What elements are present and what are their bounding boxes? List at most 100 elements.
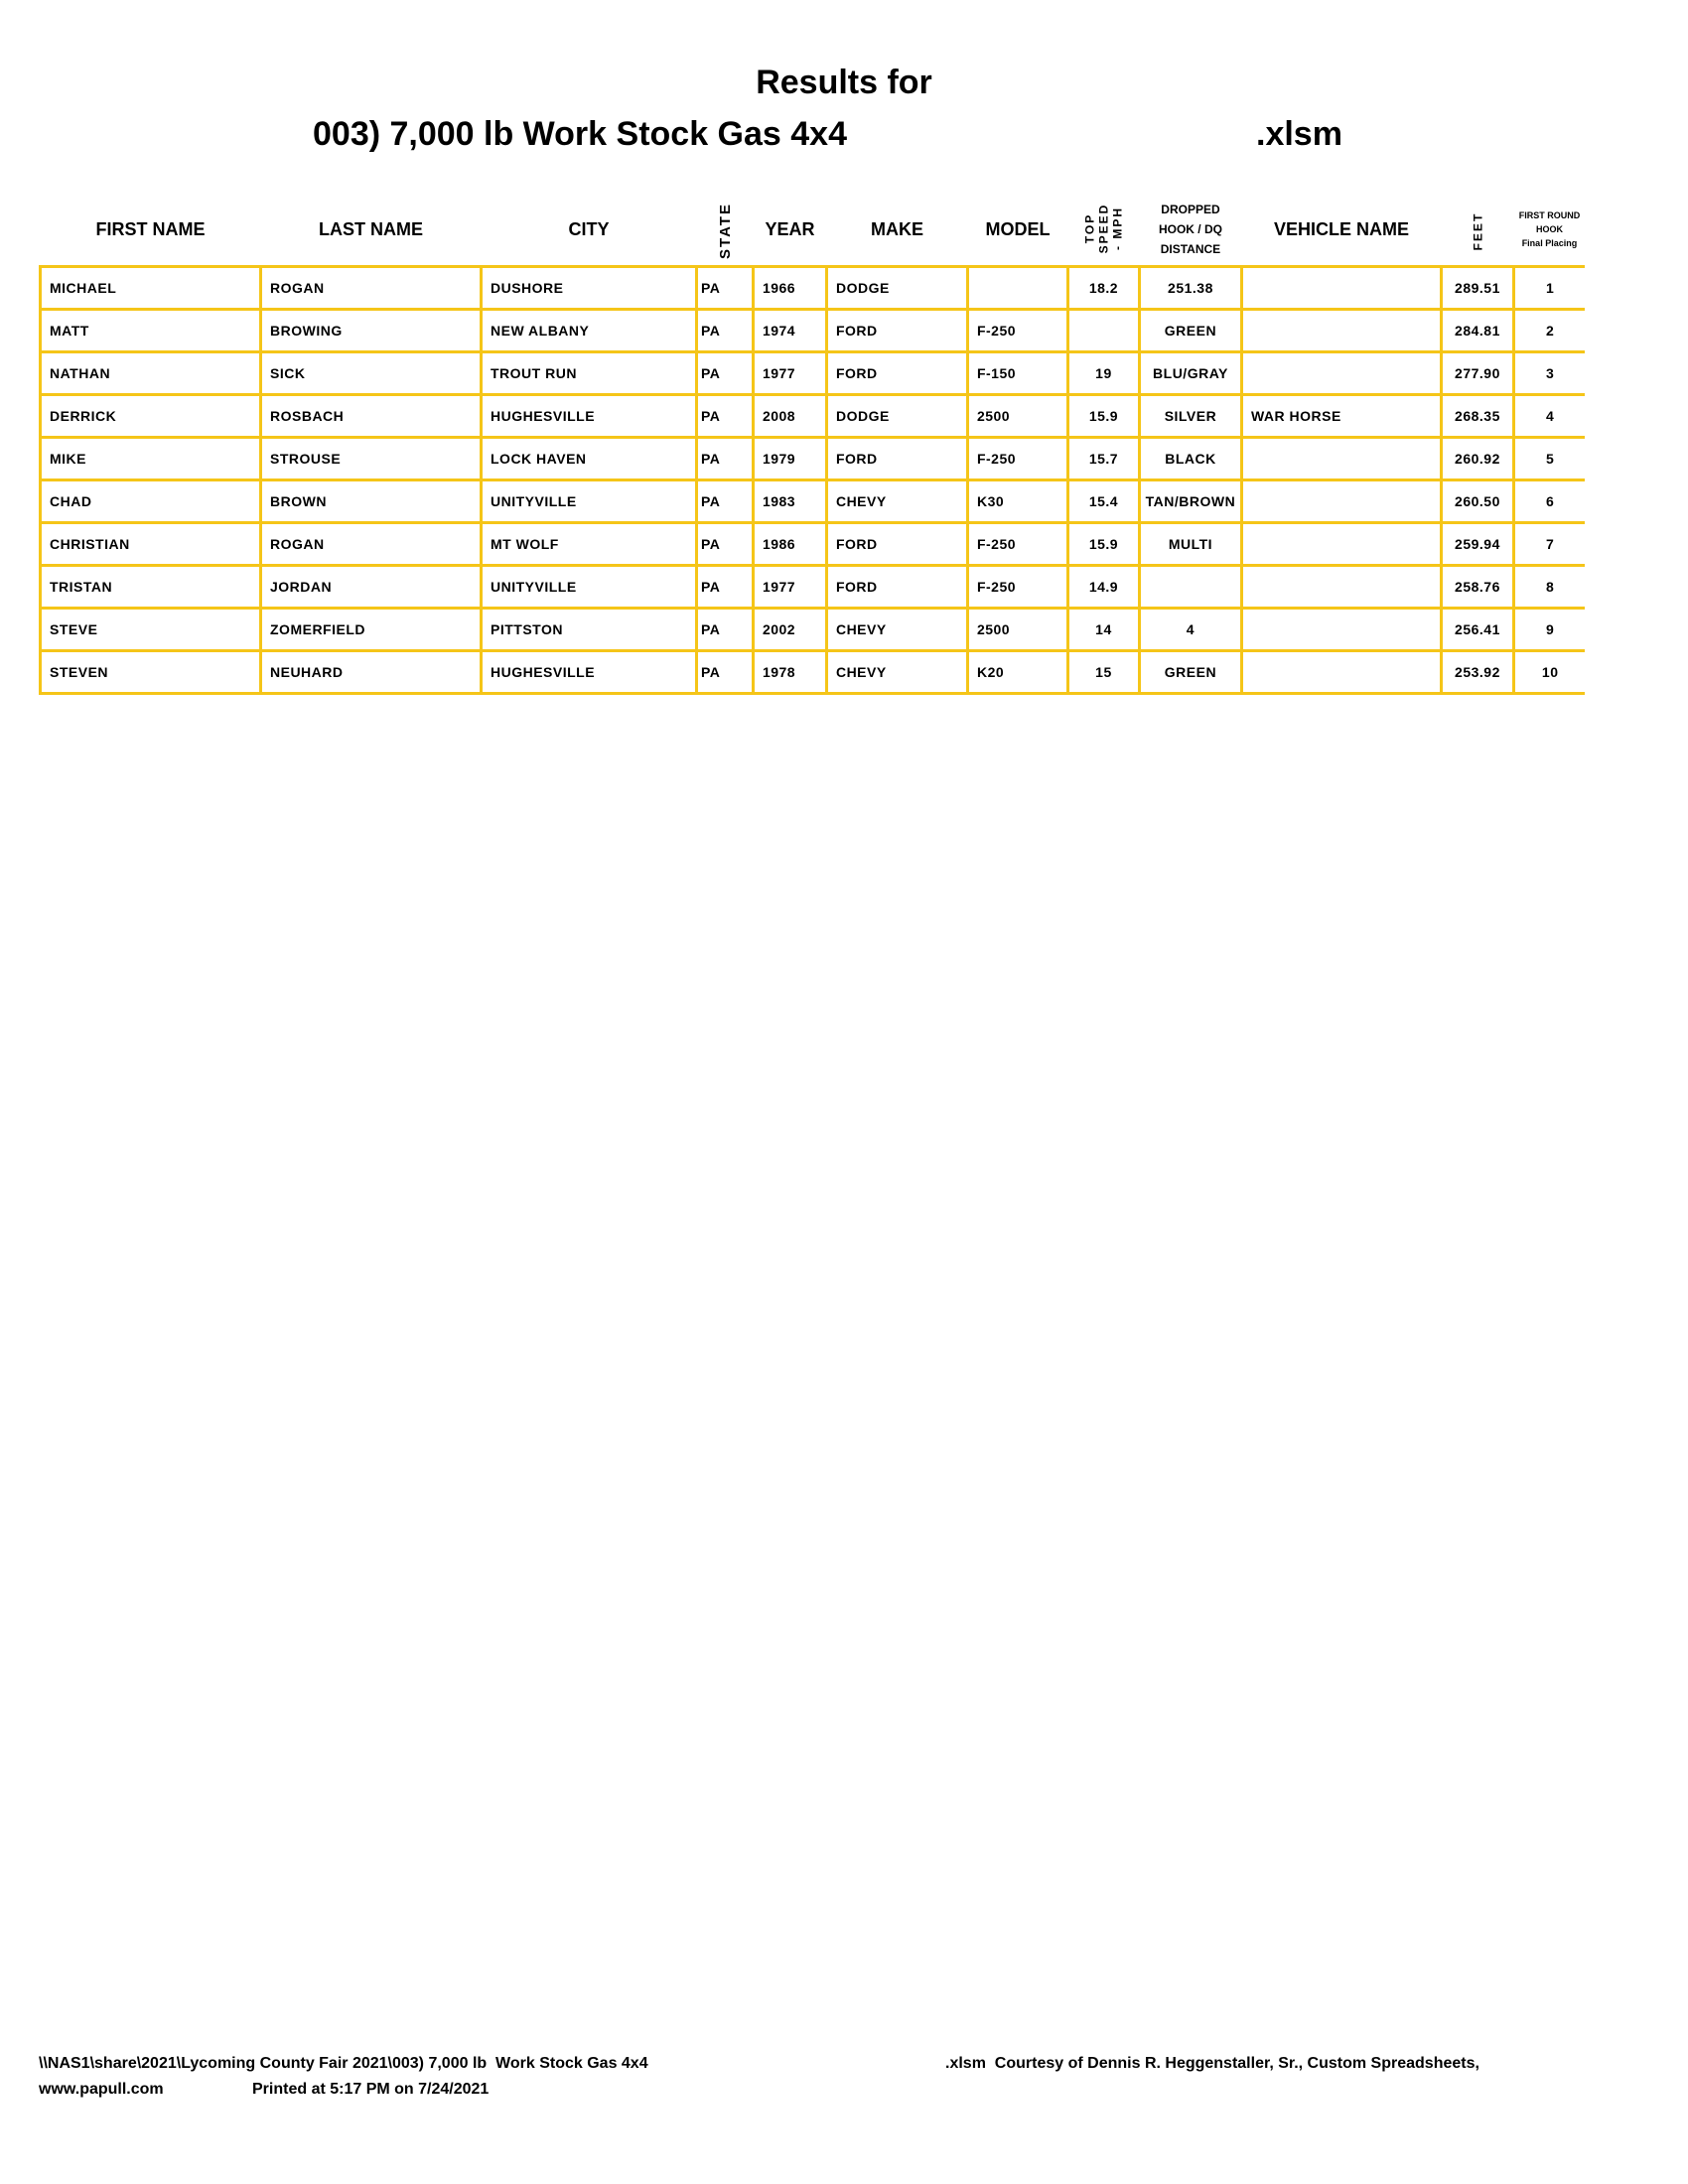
cell-top-speed: 18.2: [1065, 265, 1140, 311]
col-year: YEAR: [765, 218, 815, 239]
cell-model: F-250: [965, 521, 1068, 567]
col-model: MODEL: [985, 218, 1051, 239]
cell-placing: 5: [1511, 436, 1586, 481]
cell-year: 1977: [751, 564, 827, 610]
cell-dropped-hook: BLACK: [1137, 436, 1242, 481]
cell-feet: 277.90: [1439, 350, 1514, 396]
cell-feet: 253.92: [1439, 649, 1514, 695]
cell-make: FORD: [824, 350, 968, 396]
cell-top-speed: 14.9: [1065, 564, 1140, 610]
cell-vehicle-name: [1239, 521, 1442, 567]
footer-path: \\NAS1\share\2021\Lycoming County Fair 2…: [39, 2055, 1479, 2072]
col-top-speed: TOP SPEED - MPH: [1082, 203, 1125, 254]
cell-city: NEW ALBANY: [480, 308, 697, 353]
cell-make: DODGE: [824, 393, 968, 439]
cell-top-speed: 15.9: [1065, 521, 1140, 567]
cell-placing: 3: [1511, 350, 1586, 396]
cell-make: FORD: [824, 308, 968, 353]
cell-dropped-hook: 4: [1137, 607, 1242, 652]
cell-feet: 259.94: [1439, 521, 1514, 567]
cell-last-name: BROWN: [259, 478, 482, 524]
file-extension: .xlsm: [1256, 115, 1342, 153]
cell-last-name: SICK: [259, 350, 482, 396]
table-row: MICHAEL ROGAN DUSHORE PA 1966 DODGE 18.2 251.38…: [39, 265, 1586, 311]
cell-top-speed: 15.4: [1065, 478, 1140, 524]
cell-year: 1983: [751, 478, 827, 524]
cell-feet: 260.50: [1439, 478, 1514, 524]
col-feet: FEET: [1470, 211, 1484, 250]
cell-city: LOCK HAVEN: [480, 436, 697, 481]
cell-placing: 1: [1511, 265, 1586, 311]
cell-top-speed: 15.9: [1065, 393, 1140, 439]
cell-vehicle-name: [1239, 607, 1442, 652]
cell-last-name: BROWING: [259, 308, 482, 353]
table-row: NATHAN SICK TROUT RUN PA 1977 FORD F-150 19 BLU/…: [39, 350, 1586, 396]
cell-last-name: JORDAN: [259, 564, 482, 610]
table-row: TRISTAN JORDAN UNITYVILLE PA 1977 FORD F-250 14…: [39, 564, 1586, 610]
cell-model: 2500: [965, 607, 1068, 652]
cell-top-speed: 14: [1065, 607, 1140, 652]
cell-state: PA: [695, 607, 754, 652]
cell-make: CHEVY: [824, 478, 968, 524]
col-city: CITY: [568, 218, 610, 239]
cell-first-name: NATHAN: [39, 350, 261, 396]
header-row: FIRST NAME LAST NAME CITY STATE YEAR MAK…: [41, 194, 1586, 267]
table-row: CHRISTIAN ROGAN MT WOLF PA 1986 FORD F-250 15.9…: [39, 521, 1586, 567]
cell-first-name: STEVEN: [39, 649, 261, 695]
col-make: MAKE: [870, 218, 923, 239]
cell-dropped-hook: GREEN: [1137, 308, 1242, 353]
cell-make: CHEVY: [824, 607, 968, 652]
cell-last-name: NEUHARD: [259, 649, 482, 695]
cell-dropped-hook: SILVER: [1137, 393, 1242, 439]
cell-state: PA: [695, 521, 754, 567]
cell-city: PITTSTON: [480, 607, 697, 652]
page-title: Results for: [756, 64, 932, 101]
cell-state: PA: [695, 350, 754, 396]
event-title: 003) 7,000 lb Work Stock Gas 4x4: [313, 115, 847, 153]
col-dropped-hook: DROPPED HOOK / DQ DISTANCE: [1158, 203, 1222, 256]
cell-year: 2002: [751, 607, 827, 652]
cell-feet: 289.51: [1439, 265, 1514, 311]
cell-model: K30: [965, 478, 1068, 524]
cell-city: TROUT RUN: [480, 350, 697, 396]
cell-top-speed: 15: [1065, 649, 1140, 695]
cell-feet: 260.92: [1439, 436, 1514, 481]
cell-city: UNITYVILLE: [480, 478, 697, 524]
cell-state: PA: [695, 478, 754, 524]
cell-first-name: STEVE: [39, 607, 261, 652]
cell-first-name: MICHAEL: [39, 265, 261, 311]
cell-last-name: ZOMERFIELD: [259, 607, 482, 652]
cell-dropped-hook: [1137, 564, 1242, 610]
cell-placing: 7: [1511, 521, 1586, 567]
cell-placing: 2: [1511, 308, 1586, 353]
cell-first-name: TRISTAN: [39, 564, 261, 610]
cell-state: PA: [695, 564, 754, 610]
footer-print-info: www.papull.com Printed at 5:17 PM on 7/24…: [39, 2081, 490, 2098]
cell-first-name: CHAD: [39, 478, 261, 524]
cell-model: F-250: [965, 308, 1068, 353]
cell-feet: 268.35: [1439, 393, 1514, 439]
table-row: STEVE ZOMERFIELD PITTSTON PA 2002 CHEVY 2500 14…: [39, 607, 1586, 652]
cell-vehicle-name: WAR HORSE: [1239, 393, 1442, 439]
cell-city: MT WOLF: [480, 521, 697, 567]
cell-year: 1974: [751, 308, 827, 353]
cell-city: UNITYVILLE: [480, 564, 697, 610]
cell-year: 1978: [751, 649, 827, 695]
cell-last-name: ROGAN: [259, 265, 482, 311]
cell-vehicle-name: [1239, 265, 1442, 311]
cell-make: FORD: [824, 436, 968, 481]
cell-top-speed: [1065, 308, 1140, 353]
cell-first-name: MIKE: [39, 436, 261, 481]
cell-feet: 256.41: [1439, 607, 1514, 652]
cell-vehicle-name: [1239, 564, 1442, 610]
cell-placing: 6: [1511, 478, 1586, 524]
cell-year: 1966: [751, 265, 827, 311]
col-vehicle-name: VEHICLE NAME: [1273, 218, 1409, 239]
cell-make: DODGE: [824, 265, 968, 311]
cell-state: PA: [695, 308, 754, 353]
col-placing: FIRST ROUND HOOK Final Placing: [1518, 210, 1581, 248]
cell-feet: 258.76: [1439, 564, 1514, 610]
cell-first-name: CHRISTIAN: [39, 521, 261, 567]
cell-city: HUGHESVILLE: [480, 649, 697, 695]
col-state: STATE: [716, 202, 734, 259]
